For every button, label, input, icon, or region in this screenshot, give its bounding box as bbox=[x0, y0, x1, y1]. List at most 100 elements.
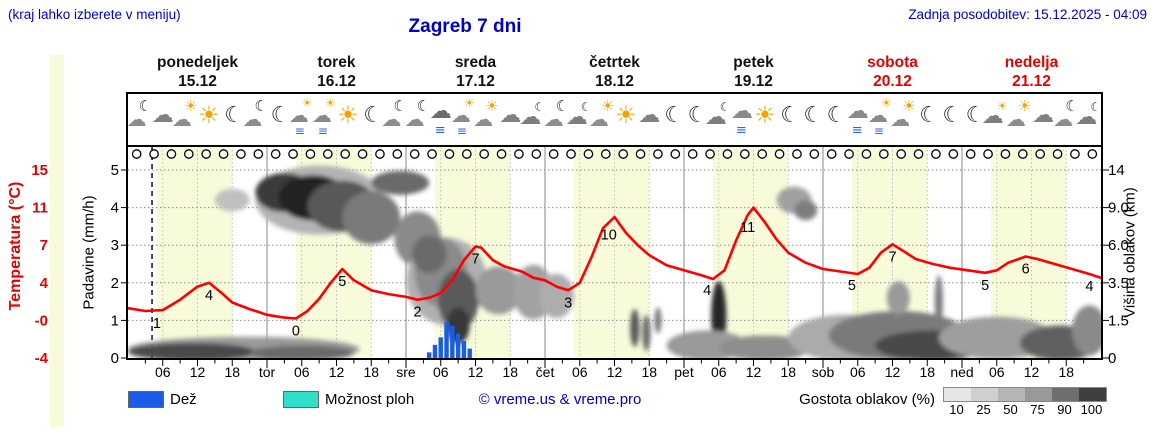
cloud-blob bbox=[886, 281, 910, 315]
cloud-blob bbox=[718, 335, 812, 359]
cloud-cover-symbol bbox=[774, 149, 785, 159]
cloud-cover-symbol bbox=[236, 149, 246, 159]
temperature-tick-label: -0 bbox=[35, 312, 48, 329]
cloud-cover-symbol bbox=[635, 149, 646, 159]
day-header: nedelja 21.12 bbox=[1005, 54, 1059, 90]
cloud-density-scale-values: 10 25 50 75 90 100 bbox=[943, 402, 1105, 417]
cloud-cover-symbol bbox=[1087, 149, 1098, 159]
temperature-value-label: 1 bbox=[153, 316, 161, 332]
time-axis-label: 06 bbox=[711, 364, 727, 380]
cloud-cover-symbol bbox=[201, 149, 212, 159]
time-axis-label: 06 bbox=[850, 364, 866, 380]
time-axis-label: 06 bbox=[572, 364, 588, 380]
temperature-tick-label: 7 bbox=[40, 237, 48, 254]
cloud-cover-symbol bbox=[514, 149, 524, 159]
cloud-blob bbox=[539, 273, 574, 319]
time-axis-label: 18 bbox=[224, 364, 240, 380]
day-date: 21.12 bbox=[1012, 73, 1051, 90]
day-date: 15.12 bbox=[178, 73, 217, 90]
precipitation-tick-label: 3 bbox=[111, 237, 119, 254]
cloud-density-step-value: 10 bbox=[949, 402, 964, 417]
day-abbrev-label: pet bbox=[674, 364, 694, 380]
rain-bar bbox=[467, 348, 472, 358]
cloud-cover-symbol bbox=[479, 149, 490, 159]
day-date: 16.12 bbox=[317, 73, 356, 90]
precipitation-tick-label: 5 bbox=[111, 162, 119, 179]
cloud-blob bbox=[642, 314, 651, 352]
cloud-cover-symbol bbox=[948, 149, 959, 159]
daylight-band bbox=[156, 146, 233, 358]
cloud-blob bbox=[630, 309, 640, 347]
time-axis-label: 12 bbox=[468, 364, 484, 380]
temperature-tick-label: 15 bbox=[31, 162, 48, 179]
cloud-cover-symbol bbox=[392, 149, 403, 159]
left-accent-strip bbox=[50, 55, 64, 427]
temperature-value-label: 5 bbox=[338, 274, 346, 290]
day-abbrev-label: tor bbox=[259, 364, 276, 380]
cloud-blob bbox=[475, 266, 522, 315]
cloud-cover-symbol bbox=[809, 149, 820, 159]
cloud-cover-symbol bbox=[218, 149, 229, 159]
plot-clipped-layer bbox=[128, 165, 1101, 359]
day-name: sreda bbox=[455, 54, 497, 71]
cloud-cover-symbol bbox=[305, 149, 316, 159]
cloud-blob bbox=[249, 345, 354, 359]
cloud-blob bbox=[128, 342, 256, 359]
cloud-cover-symbol bbox=[322, 149, 333, 159]
time-axis-label: 18 bbox=[919, 364, 935, 380]
cloud-blob bbox=[654, 307, 662, 334]
chart-border bbox=[126, 92, 1103, 360]
cloud-cover-symbol bbox=[913, 149, 924, 159]
copyright-link[interactable]: © vreme.us & vreme.pro bbox=[478, 391, 642, 408]
cloud-density-step-value: 90 bbox=[1057, 402, 1072, 417]
showers-legend-label: Možnost ploh bbox=[325, 391, 415, 408]
cloud-height-tick-label: 6.0 bbox=[1108, 237, 1129, 254]
cloud-density-step-value: 75 bbox=[1030, 402, 1045, 417]
cloud-cover-symbol bbox=[757, 149, 768, 159]
time-axis-label: 18 bbox=[1058, 364, 1074, 380]
cloud-cover-symbol bbox=[653, 149, 663, 159]
cloud-cover-symbol bbox=[566, 149, 576, 159]
cloud-density-step bbox=[998, 388, 1025, 401]
rain-bar bbox=[438, 337, 443, 358]
rain-legend-label: Dež bbox=[170, 391, 197, 408]
cloud-blob bbox=[214, 188, 250, 212]
temperature-tick-label: 4 bbox=[40, 275, 49, 292]
temperature-value-label: 5 bbox=[848, 278, 856, 294]
cloud-cover-symbol bbox=[149, 149, 159, 159]
showers-legend-swatch bbox=[283, 391, 319, 408]
cloud-cover-symbol bbox=[931, 149, 941, 159]
time-axis-label: 12 bbox=[329, 364, 345, 380]
time-axis-label: 06 bbox=[155, 364, 171, 380]
time-axis-label: 18 bbox=[641, 364, 657, 380]
cloud-density-step bbox=[971, 388, 998, 401]
cloud-height-tick-label: 1.5 bbox=[1108, 312, 1129, 329]
cloud-cover-symbol bbox=[288, 149, 298, 159]
cloud-cover-symbol bbox=[166, 149, 177, 159]
time-axis-label: 06 bbox=[433, 364, 449, 380]
cloud-density-label: Gostota oblakov (%) bbox=[799, 391, 935, 408]
precipitation-tick-label: 0 bbox=[111, 350, 119, 367]
temperature-value-label: 10 bbox=[601, 228, 617, 244]
temperature-tick-label: 11 bbox=[32, 200, 48, 217]
cloud-cover-symbol bbox=[1035, 149, 1046, 159]
time-axis-label: 18 bbox=[780, 364, 796, 380]
time-axis-label: 12 bbox=[746, 364, 762, 380]
cloud-cover-symbol bbox=[444, 149, 455, 159]
day-header: četrtek 18.12 bbox=[589, 54, 640, 90]
day-name: ponedeljek bbox=[157, 54, 238, 71]
cloud-cover-symbol bbox=[844, 149, 854, 159]
cloud-cover-symbol bbox=[739, 149, 750, 159]
day-header: sobota 20.12 bbox=[867, 54, 918, 90]
time-axis-label: 18 bbox=[363, 364, 379, 380]
cloud-cover-symbol bbox=[705, 149, 715, 159]
cloud-density-step-value: 25 bbox=[976, 402, 991, 417]
cloud-cover-symbol bbox=[531, 149, 542, 159]
cloud-cover-symbol bbox=[1052, 149, 1063, 159]
cloud-cover-symbol bbox=[183, 149, 194, 159]
cloud-cover-symbol bbox=[792, 149, 802, 159]
temperature-value-label: 0 bbox=[292, 324, 300, 340]
day-header: sreda 17.12 bbox=[455, 54, 497, 90]
